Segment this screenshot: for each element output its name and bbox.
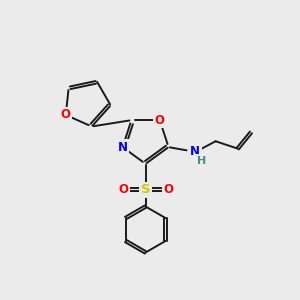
Text: O: O: [61, 109, 71, 122]
Text: N: N: [118, 141, 128, 154]
Text: O: O: [118, 183, 128, 196]
Text: S: S: [141, 183, 150, 196]
Text: H: H: [197, 156, 206, 166]
Text: N: N: [190, 145, 200, 158]
Text: O: O: [163, 183, 173, 196]
Text: O: O: [155, 114, 165, 127]
